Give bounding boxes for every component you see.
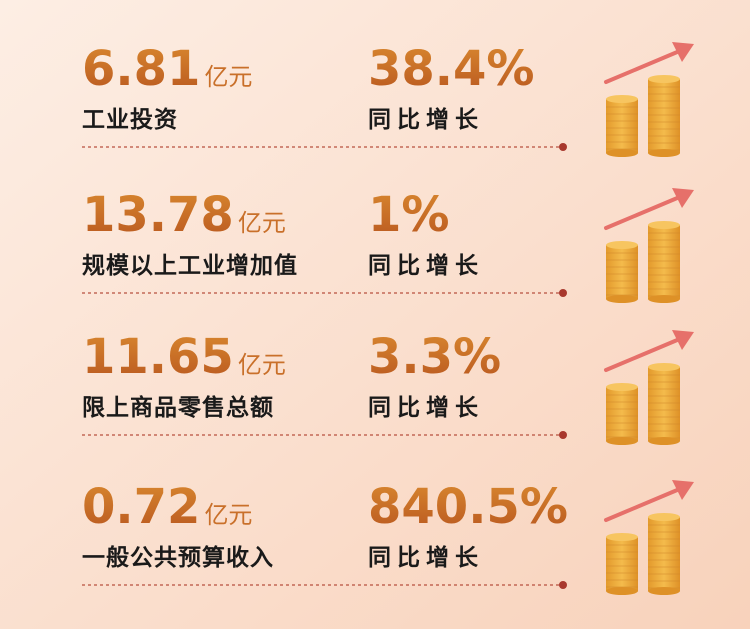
stat-value: 6.81: [82, 41, 200, 97]
stat-unit: 亿元: [238, 351, 286, 379]
arrow-shaft: [604, 486, 684, 522]
coin-top: [648, 221, 680, 229]
stat-label: 工业投资: [82, 107, 178, 133]
coin-bottom: [648, 149, 680, 157]
coin-bottom: [648, 437, 680, 445]
growth-label: 同比增长: [368, 544, 484, 571]
stat-value: 11.65: [82, 329, 234, 385]
arrow-shaft: [604, 336, 684, 372]
growth-value: 840.5%: [368, 479, 568, 535]
arrow-head: [672, 42, 694, 62]
stat-unit: 亿元: [204, 501, 252, 529]
coin-top: [648, 75, 680, 83]
coin-top: [648, 363, 680, 371]
coin-top: [606, 533, 638, 541]
growth-label: 同比增长: [368, 252, 484, 279]
growth-label: 同比增长: [368, 106, 484, 133]
stat-value: 13.78: [82, 187, 234, 243]
coin-bottom: [648, 295, 680, 303]
coin-bottom: [606, 587, 638, 595]
divider-dot: [559, 289, 567, 297]
coin-bottom: [648, 587, 680, 595]
stat-unit: 亿元: [238, 209, 286, 237]
stat-label: 规模以上工业增加值: [82, 252, 298, 279]
coin-bottom: [606, 295, 638, 303]
coin-bottom: [606, 437, 638, 445]
arrow-shaft: [604, 48, 684, 84]
divider-dot: [559, 431, 567, 439]
coin-bottom: [606, 149, 638, 157]
coin-stack: [606, 245, 638, 299]
growth-value: 1%: [368, 187, 450, 243]
coin-stack: [606, 537, 638, 591]
growth-label: 同比增长: [368, 394, 484, 421]
arrow-head: [672, 330, 694, 350]
coin-top: [606, 241, 638, 249]
growth-value: 3.3%: [368, 329, 501, 385]
divider-dot: [559, 581, 567, 589]
coin-top: [606, 95, 638, 103]
coin-stack: [648, 517, 680, 591]
coin-stack: [648, 367, 680, 441]
arrow-head: [672, 480, 694, 500]
divider-dot: [559, 143, 567, 151]
coin-stack: [606, 387, 638, 441]
stat-label: 限上商品零售总额: [82, 394, 274, 421]
coin-top: [606, 383, 638, 391]
arrow-head: [672, 188, 694, 208]
arrow-shaft: [604, 194, 684, 230]
coin-stack: [648, 79, 680, 153]
growth-value: 38.4%: [368, 41, 535, 97]
coin-stack: [648, 225, 680, 299]
coin-top: [648, 513, 680, 521]
stat-value: 0.72: [82, 479, 200, 535]
coin-stack: [606, 99, 638, 153]
stat-label: 一般公共预算收入: [82, 544, 274, 571]
stat-unit: 亿元: [204, 63, 252, 91]
